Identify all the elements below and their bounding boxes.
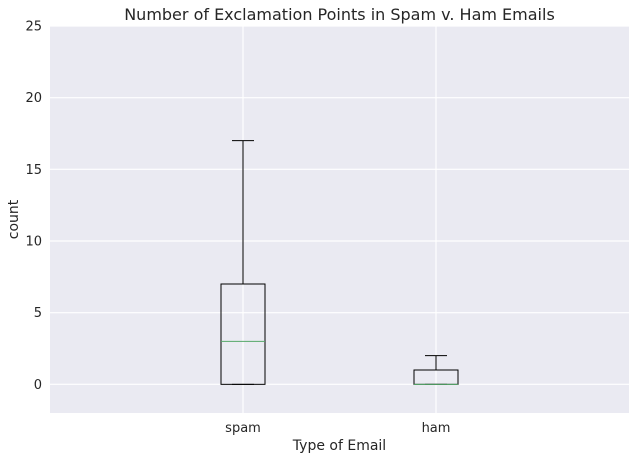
grid-lines bbox=[50, 25, 629, 413]
y-tick-label: 25 bbox=[25, 20, 42, 35]
boxes bbox=[220, 140, 459, 385]
box-spam bbox=[220, 140, 266, 385]
y-tick-label: 15 bbox=[25, 163, 42, 178]
y-axis-label: count bbox=[6, 199, 22, 239]
x-tick-label: ham bbox=[422, 421, 451, 436]
x-tick-labels: spam ham bbox=[225, 421, 450, 436]
y-tick-label: 10 bbox=[25, 235, 42, 250]
y-tick-label: 20 bbox=[25, 91, 42, 106]
box-ham bbox=[413, 355, 459, 385]
plot-area-background bbox=[50, 26, 629, 413]
y-tick-label: 0 bbox=[34, 378, 42, 393]
y-tick-label: 5 bbox=[34, 306, 42, 321]
chart-title: Number of Exclamation Points in Spam v. … bbox=[124, 5, 555, 24]
iqr-box bbox=[220, 283, 266, 385]
x-axis-label: Type of Email bbox=[292, 438, 386, 454]
x-tick-label: spam bbox=[225, 421, 261, 436]
y-tick-labels: 0 5 10 15 20 25 bbox=[25, 20, 42, 393]
